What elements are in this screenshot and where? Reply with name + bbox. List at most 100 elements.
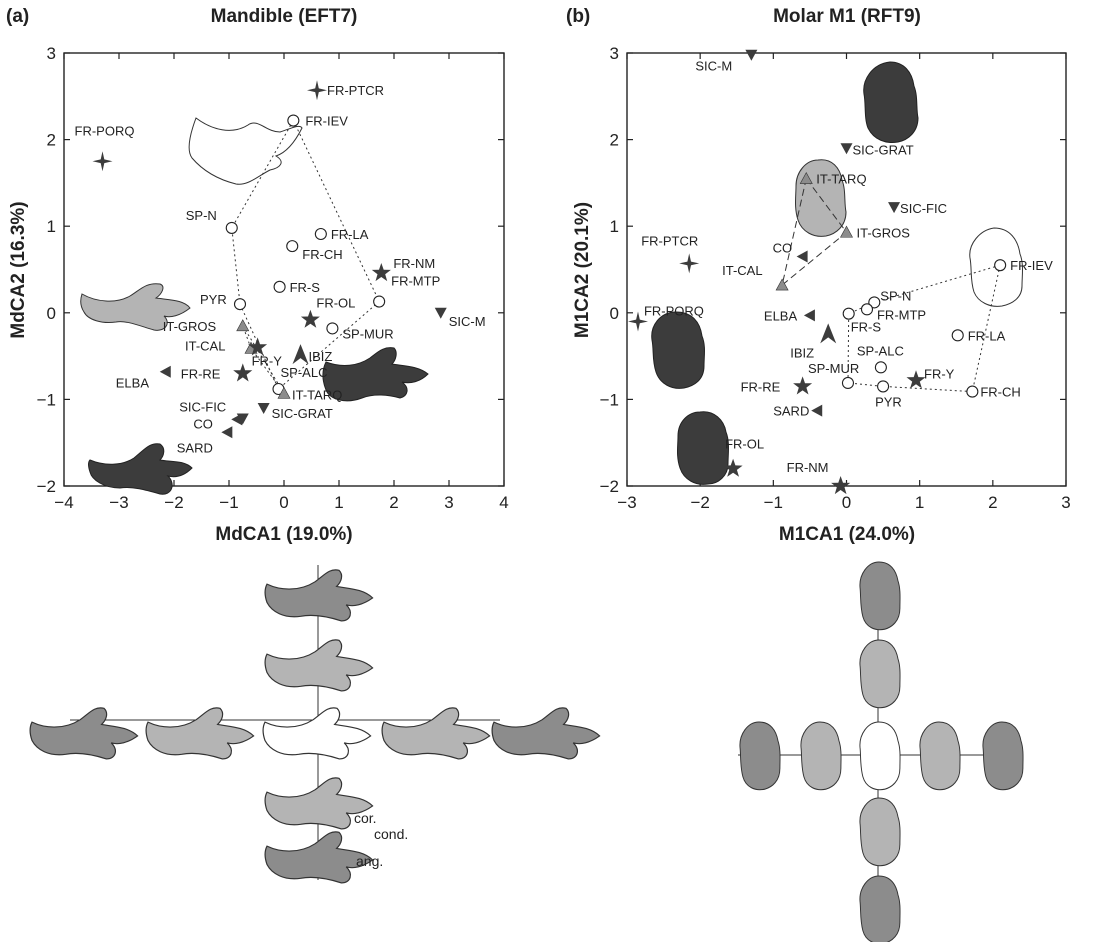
molar-grid-shape bbox=[859, 721, 901, 791]
panel-a-point-label: IBIZ bbox=[309, 349, 333, 364]
panel-b-point-label: FR-PTCR bbox=[641, 233, 698, 248]
panel-a-point-fr-ol bbox=[300, 309, 320, 328]
panel-a-xtick-label: −4 bbox=[54, 493, 73, 512]
panel-a-point-fr-ch bbox=[286, 240, 299, 253]
panel-b-ytick-label: 1 bbox=[610, 217, 619, 236]
panel-a-point-pyr bbox=[233, 298, 247, 311]
panel-b-point-label: FR-IEV bbox=[1010, 258, 1053, 273]
mandible-grid-shape bbox=[264, 831, 374, 884]
mandible-shape-light bbox=[80, 283, 191, 331]
panel-a-ytick-label: −1 bbox=[37, 390, 56, 409]
panel-a-ylabel: MdCA2 (16.3%) bbox=[8, 201, 29, 338]
panel-b-point-label: FR-NM bbox=[787, 460, 829, 475]
panel-b-point-label: SIC-GRAT bbox=[853, 142, 914, 157]
molar-shape-dark-left bbox=[651, 311, 705, 389]
molar-grid-shape bbox=[739, 721, 781, 791]
panel-b-point-label: SP-MUR bbox=[808, 361, 859, 376]
panel-a-ytick-label: −2 bbox=[37, 477, 56, 496]
panel-a-point-it-tarq bbox=[277, 386, 291, 399]
panel-a-point-fr-s bbox=[273, 280, 286, 293]
mandible-deformation-grid bbox=[29, 565, 601, 884]
panel-a-point-sp-mur bbox=[326, 322, 339, 335]
panel-b-point-fr-re bbox=[793, 376, 813, 395]
panel-a-point-fr-re bbox=[233, 363, 253, 382]
panel-b-point-sp-alc bbox=[874, 361, 887, 374]
panel-b-ytick-label: 0 bbox=[610, 304, 619, 323]
panel-b-xtick-label: −3 bbox=[617, 493, 636, 512]
panel-a-point-label: FR-PTCR bbox=[327, 83, 384, 98]
panel-a-point-fr-la bbox=[314, 227, 327, 241]
panel-b-point-label: SIC-FIC bbox=[900, 201, 947, 216]
panel-a-point-sard bbox=[236, 413, 249, 425]
annotation-cor: cor. bbox=[354, 810, 377, 826]
panel-a-point-fr-porq bbox=[92, 151, 113, 172]
panel-a-point-label: SIC-FIC bbox=[179, 399, 226, 414]
panel-b-point-fr-nm bbox=[831, 476, 851, 495]
panel-b-point-label: IT-GROS bbox=[857, 225, 911, 240]
mandible-shape-dark-right bbox=[322, 347, 429, 402]
panel-a-point-fr-iev bbox=[287, 114, 300, 127]
panel-b-point-label: FR-S bbox=[851, 320, 882, 335]
panel-a-xtick-label: 0 bbox=[279, 493, 288, 512]
panel-a-point-label: FR-NM bbox=[393, 256, 435, 271]
panel-b-point-label: SP-ALC bbox=[857, 343, 904, 358]
panel-b-point-label: CO bbox=[773, 241, 793, 256]
panel-a-plot: −4 −3 −2 −1 0 1 2 3 4 −2 −1 0 1 2 3 FR-PTCR FR-PORQ FR-I… bbox=[37, 44, 509, 512]
panel-a-xtick-label: −3 bbox=[109, 493, 128, 512]
panel-a-point-label: FR-MTP bbox=[391, 274, 440, 289]
panel-a-point-label: FR-S bbox=[290, 280, 321, 295]
molar-grid-shape bbox=[800, 721, 842, 791]
panel-b-xtick-label: 1 bbox=[915, 493, 924, 512]
panel-b-point-label: FR-PORQ bbox=[644, 303, 704, 318]
panel-a-ytick-label: 1 bbox=[47, 217, 56, 236]
panel-a-point-label: SP-MUR bbox=[342, 326, 393, 341]
panel-a-point-label: SIC-GRAT bbox=[272, 406, 333, 421]
panel-b-point-sic-m bbox=[745, 49, 758, 61]
panel-b-point-sp-n bbox=[868, 296, 881, 309]
panel-b-point-fr-ol bbox=[723, 458, 743, 477]
mandible-grid-shape bbox=[145, 707, 255, 760]
mandible-grid-shape bbox=[264, 639, 374, 692]
panel-b-point-label: FR-CH bbox=[980, 385, 1020, 400]
panel-a-point-label: SIC-M bbox=[449, 314, 486, 329]
panel-a-title: Mandible (EFT7) bbox=[211, 6, 358, 27]
panel-a-point-sp-n bbox=[225, 221, 238, 234]
panel-a-point-label: FR-IEV bbox=[305, 114, 348, 129]
panel-a-ticks: −4 −3 −2 −1 0 1 2 3 4 −2 −1 0 1 2 3 bbox=[37, 44, 509, 512]
mandible-grid-shape bbox=[264, 569, 374, 622]
panel-b-xtick-label: 0 bbox=[842, 493, 851, 512]
panel-a-point-it-gros bbox=[236, 319, 250, 332]
panel-a-point-ibiz bbox=[292, 344, 309, 365]
panel-b-xtick-label: 2 bbox=[988, 493, 997, 512]
panel-b-xtick-label: −2 bbox=[690, 493, 709, 512]
panel-a-xtick-label: 2 bbox=[389, 493, 398, 512]
panel-b-ytick-label: 3 bbox=[610, 44, 619, 63]
panel-b-point-label: FR-Y bbox=[924, 366, 955, 381]
panel-a-point-label: FR-Y bbox=[252, 353, 283, 368]
panel-b-point-fr-mtp bbox=[860, 303, 874, 316]
panel-b-point-label: SP-N bbox=[880, 288, 911, 303]
panel-b-point-fr-s bbox=[842, 307, 855, 320]
panel-b-label: (b) bbox=[566, 6, 590, 27]
panel-a-xlabel: MdCA1 (19.0%) bbox=[215, 524, 352, 545]
mandible-shape-white bbox=[188, 117, 303, 185]
panel-b-point-sp-mur bbox=[841, 376, 855, 389]
molar-grid-shape bbox=[859, 561, 901, 631]
panel-a-point-label: FR-RE bbox=[181, 366, 221, 381]
panel-b-point-fr-ptcr bbox=[679, 253, 700, 274]
mandible-grid-shape bbox=[29, 707, 139, 760]
panel-b-point-label: IBIZ bbox=[790, 345, 814, 360]
panel-a-xtick-label: 4 bbox=[499, 493, 508, 512]
molar-grid-shape bbox=[982, 721, 1024, 791]
panel-a-ytick-label: 3 bbox=[47, 44, 56, 63]
panel-b-point-label: IT-CAL bbox=[722, 263, 762, 278]
molar-shape-dark-bottom bbox=[677, 411, 729, 485]
mandible-grid-shape bbox=[381, 707, 491, 760]
panel-b-ylabel: M1CA2 (20.1%) bbox=[572, 202, 593, 338]
panel-a-point-co bbox=[221, 426, 233, 439]
mandible-grid-shape bbox=[491, 707, 601, 760]
panel-a-point-label: IT-GROS bbox=[163, 319, 217, 334]
panel-a-xtick-label: 3 bbox=[444, 493, 453, 512]
panel-a-point-label: SP-N bbox=[186, 208, 217, 223]
